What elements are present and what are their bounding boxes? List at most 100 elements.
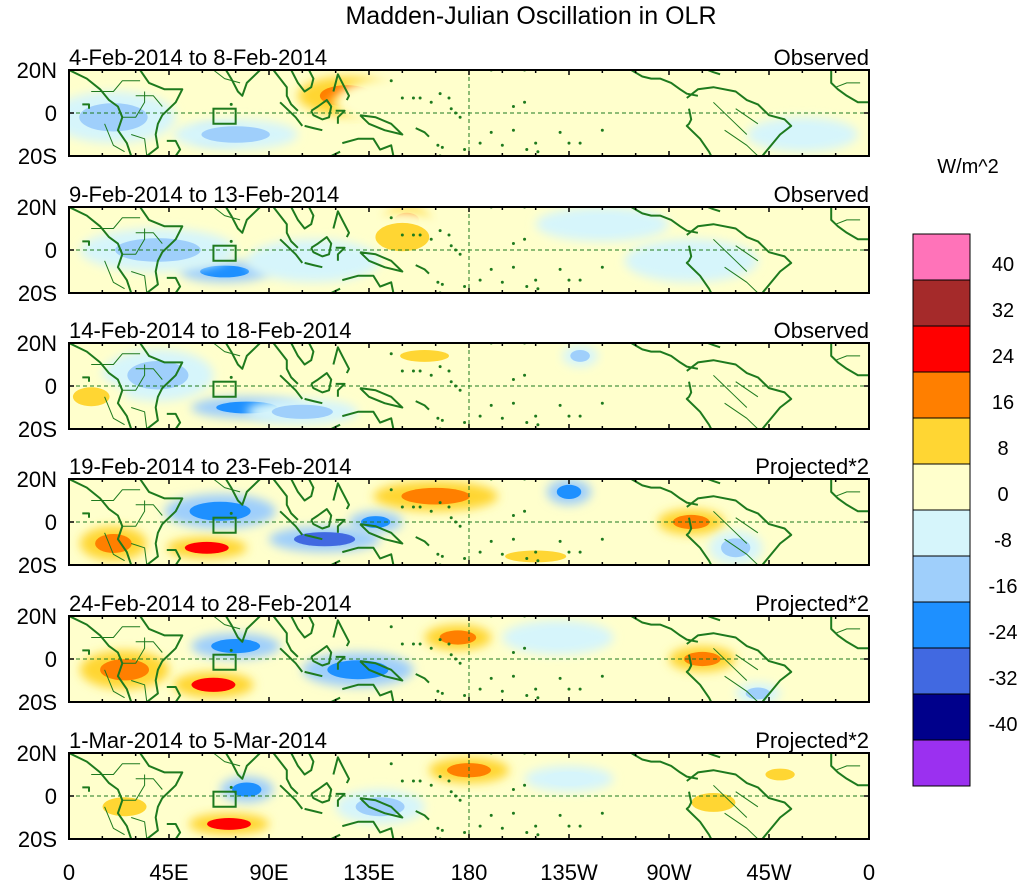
island	[525, 694, 529, 698]
island	[411, 96, 415, 100]
island	[389, 216, 393, 220]
island	[511, 265, 515, 269]
island	[500, 689, 504, 693]
island	[523, 509, 527, 513]
anomaly-core	[232, 782, 262, 797]
y-tick-label: 20N	[17, 331, 57, 356]
border-line	[104, 532, 125, 562]
island	[567, 278, 571, 282]
anomaly-core	[95, 534, 132, 553]
island	[567, 824, 571, 828]
island	[489, 676, 493, 680]
island	[511, 105, 515, 109]
island	[478, 278, 482, 282]
coastline	[310, 372, 333, 394]
island	[525, 831, 529, 835]
island	[463, 557, 467, 561]
x-tick-label: 90W	[646, 860, 691, 885]
border-line	[122, 364, 146, 391]
coastline	[415, 400, 430, 411]
coastlines	[69, 343, 869, 429]
island	[440, 691, 444, 695]
island	[418, 779, 422, 783]
island	[389, 352, 393, 356]
island	[463, 285, 467, 289]
island	[578, 278, 582, 282]
colorbar-swatch	[912, 555, 971, 603]
coastline	[342, 820, 395, 839]
coastline	[290, 207, 315, 230]
island	[567, 141, 571, 145]
x-tick-label: 45E	[149, 860, 188, 885]
island	[511, 811, 515, 815]
border-line	[104, 806, 125, 836]
coastline	[332, 619, 350, 647]
island	[438, 501, 442, 505]
border-line	[91, 626, 141, 638]
colorbar-swatch	[912, 325, 971, 373]
anomaly-core	[654, 248, 728, 273]
island	[600, 674, 604, 678]
panel-period-label: 19-Feb-2014 to 23-Feb-2014	[69, 454, 352, 479]
coastline	[195, 616, 262, 643]
tick-marks	[68, 69, 870, 157]
border-line	[735, 791, 759, 808]
coastline	[685, 245, 713, 293]
coastline	[359, 114, 404, 136]
island	[438, 92, 442, 96]
island	[525, 557, 529, 561]
island	[429, 509, 433, 513]
border-line	[213, 753, 241, 767]
island	[534, 550, 538, 554]
island	[489, 403, 493, 407]
x-axis: 0 45E 90E 135E 180 135W 90W 45W 0	[63, 860, 875, 885]
island	[436, 143, 440, 147]
island	[523, 373, 527, 377]
coastline	[630, 753, 699, 780]
island	[429, 100, 433, 104]
anomaly-core	[72, 387, 110, 407]
anomaly-core	[401, 487, 470, 505]
island	[438, 365, 442, 369]
border-line	[835, 628, 861, 634]
y-tick-label: 20N	[17, 195, 57, 220]
anomaly-core	[544, 771, 594, 786]
coastline	[139, 479, 184, 565]
island	[400, 96, 404, 100]
anomaly-core	[271, 404, 333, 419]
y-tick-label: 20N	[17, 741, 57, 766]
border-line	[131, 543, 148, 565]
anomaly-core	[672, 514, 710, 530]
coastline	[271, 207, 299, 249]
island	[600, 128, 604, 132]
island	[400, 505, 404, 509]
anomaly-core	[400, 349, 449, 362]
island	[558, 267, 562, 271]
x-tick-label: 0	[63, 860, 75, 885]
island	[458, 524, 462, 528]
island	[447, 642, 451, 646]
panel-5: 24-Feb-2014 to 28-Feb-2014 Projected*2 20N…	[17, 591, 870, 715]
island	[567, 550, 571, 554]
island	[429, 373, 433, 377]
border-line	[724, 675, 759, 702]
coastline	[342, 410, 395, 429]
island	[389, 625, 393, 629]
coastline	[415, 810, 430, 821]
border-line	[91, 353, 141, 365]
y-tick-label: 20N	[17, 467, 57, 492]
island	[500, 552, 504, 556]
island	[578, 550, 582, 554]
x-tick-label: 135W	[540, 860, 598, 885]
coastline	[830, 479, 869, 513]
coastline	[335, 792, 346, 807]
island	[389, 79, 393, 83]
border-line	[135, 778, 163, 790]
anomaly-core	[200, 265, 249, 278]
y-tick-label: 20S	[18, 690, 57, 715]
coastline	[195, 479, 262, 506]
island	[600, 265, 604, 269]
border-line	[122, 228, 146, 255]
coastline	[82, 649, 90, 655]
border-line	[131, 680, 148, 702]
